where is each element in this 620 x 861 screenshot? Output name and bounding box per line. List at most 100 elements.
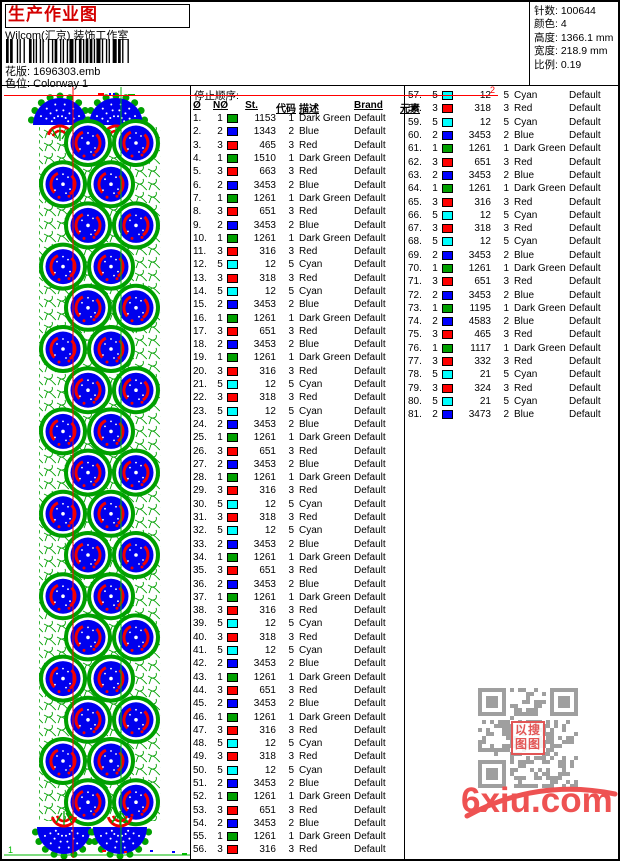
stop-row: 77. 3 332 3 Red Default xyxy=(408,356,601,368)
stop-row: 21. 5 12 5 Cyan Default xyxy=(193,379,386,391)
thread-color-swatch xyxy=(227,353,238,363)
thread-color-swatch xyxy=(227,499,238,509)
stop-row: 63. 2 3453 2 Blue Default xyxy=(408,169,601,181)
circle-motif xyxy=(39,654,87,703)
thread-color-swatch xyxy=(442,290,453,300)
pattern-line: 花版: 1696303.emb xyxy=(5,63,100,79)
thread-color-swatch xyxy=(227,619,238,629)
circle-motif xyxy=(112,366,160,415)
design-preview: 1 xyxy=(4,87,190,859)
thread-color-swatch xyxy=(227,406,238,416)
thread-color-swatch xyxy=(227,845,238,855)
circle-motif xyxy=(112,531,160,579)
thread-color-swatch xyxy=(442,264,453,273)
circle-motif xyxy=(39,325,87,373)
circle-motif xyxy=(64,448,112,497)
thread-color-swatch xyxy=(227,646,238,656)
colorway-label: 色位: xyxy=(5,78,31,90)
watermark-swoosh xyxy=(464,786,618,819)
stop-row: 75. 3 465 3 Red Default xyxy=(408,329,601,341)
stop-row: 48. 5 12 5 Cyan Default xyxy=(193,738,386,750)
thread-color-swatch xyxy=(227,393,238,403)
circle-motif xyxy=(64,366,112,415)
thread-color-swatch xyxy=(227,154,238,164)
stop-row: 20. 3 316 3 Red Default xyxy=(193,365,386,377)
pattern-label: 花版: xyxy=(5,66,31,78)
stop-row: 74. 2 4583 2 Blue Default xyxy=(408,316,601,328)
stop-row: 53. 3 651 3 Red Default xyxy=(193,804,386,816)
thread-color-swatch xyxy=(227,805,238,815)
circle-motif xyxy=(64,119,112,167)
circle-motif xyxy=(39,407,87,456)
thread-color-swatch xyxy=(227,140,238,150)
stop-row: 9. 2 3453 2 Blue Default xyxy=(193,219,386,231)
circle-motif xyxy=(64,201,112,250)
stop-table-rows-right: 57.5125CyanDefault58.33183RedDefault59.5… xyxy=(406,89,618,421)
stop-row: 37. 1 1261 1 Dark Green Default xyxy=(193,591,386,603)
stop-row: 54. 2 3453 2 Blue Default xyxy=(193,817,386,829)
thread-color-swatch xyxy=(227,114,238,124)
thread-color-swatch xyxy=(227,207,238,217)
stop-row: 59. 5 12 5 Cyan Default xyxy=(408,116,601,128)
stop-row: 50. 5 12 5 Cyan Default xyxy=(193,764,386,776)
stop-row: 34. 1 1261 1 Dark Green Default xyxy=(193,551,386,563)
thread-color-swatch xyxy=(227,300,238,310)
stop-row: 1. 1 1153 1 Dark Green Default xyxy=(193,113,386,125)
stop-row: 78. 5 21 5 Cyan Default xyxy=(408,369,601,381)
circle-motif xyxy=(39,489,87,538)
stop-row: 11. 3 316 3 Red Default xyxy=(193,246,386,258)
stop-row: 30. 5 12 5 Cyan Default xyxy=(193,498,386,510)
column-header: Ø xyxy=(193,100,201,111)
thread-color-swatch xyxy=(227,326,238,336)
stop-row: 7. 1 1261 1 Dark Green Default xyxy=(193,192,386,204)
thread-color-swatch xyxy=(442,197,453,207)
thread-color-swatch xyxy=(227,685,238,695)
info-line: 针数: 100644 xyxy=(534,5,596,17)
column-header: Brand xyxy=(354,100,383,111)
stop-row: 26. 3 651 3 Red Default xyxy=(193,445,386,457)
thread-color-swatch xyxy=(227,180,238,190)
thread-color-swatch xyxy=(227,699,238,709)
circle-motif xyxy=(87,654,135,703)
thread-color-swatch xyxy=(227,539,238,549)
stop-row: 32. 5 12 5 Cyan Default xyxy=(193,525,386,537)
circle-motif xyxy=(87,242,135,291)
table-column-divider xyxy=(404,86,405,859)
thread-color-swatch xyxy=(227,433,238,443)
stop-row: 76. 1 1117 1 Dark Green Default xyxy=(408,342,601,354)
circle-motif xyxy=(64,531,112,579)
thread-color-swatch xyxy=(227,220,238,230)
thread-color-swatch xyxy=(227,526,238,536)
stop-row: 60. 2 3453 2 Blue Default xyxy=(408,130,601,142)
stop-row: 81. 2 3473 2 Blue Default xyxy=(408,409,601,421)
info-line: 宽度: 218.9 mm xyxy=(534,45,608,58)
thread-color-swatch xyxy=(442,330,453,340)
stop-row: 56. 3 316 3 Red Default xyxy=(193,844,386,856)
stop-row: 49. 3 318 3 Red Default xyxy=(193,751,386,763)
circle-motif xyxy=(112,119,160,167)
stop-row: 33. 2 3453 2 Blue Default xyxy=(193,538,386,550)
stop-row: 70. 1 1261 1 Dark Green Default xyxy=(408,263,601,274)
circle-motif xyxy=(87,572,135,621)
circle-motif xyxy=(64,283,112,332)
stop-sequence-title: 停止顺序: xyxy=(194,90,239,102)
thread-color-swatch xyxy=(227,473,238,483)
stop-row: 80. 5 21 5 Cyan Default xyxy=(408,395,601,407)
column-header: 代码 xyxy=(276,104,296,115)
thread-color-swatch xyxy=(227,725,238,735)
stop-row: 62. 3 651 3 Red Default xyxy=(408,156,601,168)
thread-color-swatch xyxy=(227,313,238,323)
circle-motif xyxy=(87,325,135,373)
stop-row: 73. 1 1195 1 Dark Green Default xyxy=(408,302,601,314)
thread-color-swatch xyxy=(442,170,453,180)
stop-row: 44. 3 651 3 Red Default xyxy=(193,684,386,696)
info-line: 颜色: 4 xyxy=(534,18,567,31)
thread-color-swatch xyxy=(227,818,238,828)
circle-motif xyxy=(39,160,87,209)
thread-color-swatch xyxy=(442,104,453,114)
pattern-value: 1696303.emb xyxy=(33,66,101,78)
fan-motif xyxy=(31,811,97,859)
stop-row: 38. 3 316 3 Red Default xyxy=(193,605,386,617)
stop-row: 19. 1 1261 1 Dark Green Default xyxy=(193,352,386,364)
